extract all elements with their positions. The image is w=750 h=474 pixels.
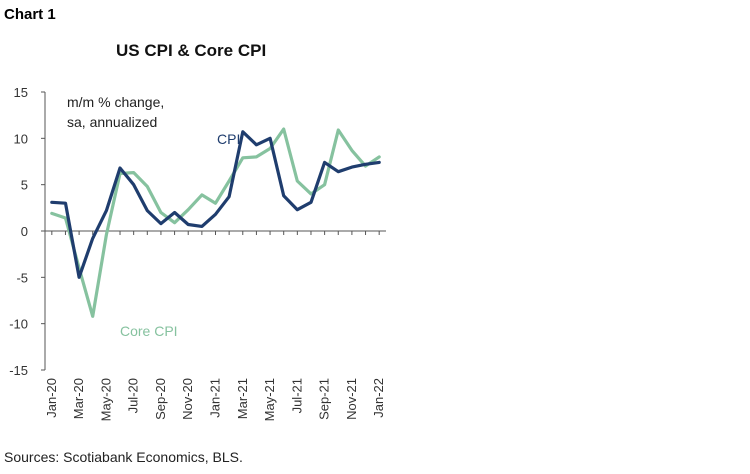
x-axis-ticks: Jan-20 Mar-20 May-20 Jul-20 Sep-20 Nov-20 Jan-… (44, 231, 386, 421)
y-tick-label: -10 (9, 317, 28, 332)
x-tick-label: Jan-21 (208, 378, 223, 418)
series-line-core-cpi (50, 127, 381, 318)
y-tick-label: 5 (21, 178, 28, 193)
units-annotation-line-1: m/m % change, (67, 94, 165, 110)
source-note: Sources: Scotiabank Economics, BLS. (4, 449, 243, 465)
y-axis-ticks: 15 10 5 0 -5 -10 -15 (9, 85, 45, 378)
series-label-core-cpi: Core CPI (120, 323, 178, 339)
series-line-cpi (50, 130, 381, 279)
units-annotation: m/m % change, sa, annualized (67, 92, 164, 132)
chart-title: US CPI & Core CPI (116, 41, 267, 60)
y-tick-label: 0 (21, 224, 28, 239)
series-label-cpi: CPI (217, 131, 240, 147)
x-tick-label: Mar-21 (235, 378, 250, 419)
x-tick-label: May-21 (262, 378, 277, 421)
x-tick-label: May-20 (98, 378, 113, 421)
x-tick-label: Nov-21 (344, 378, 359, 420)
chart-number-label: Chart 1 (4, 6, 56, 23)
x-tick-label: Jul-20 (126, 378, 141, 413)
y-tick-label: 10 (14, 131, 28, 146)
y-tick-label: -5 (16, 270, 28, 285)
x-tick-label: Jan-20 (44, 378, 59, 418)
y-tick-label: 15 (14, 85, 28, 100)
x-tick-label: Mar-20 (71, 378, 86, 419)
x-tick-label: Nov-20 (180, 378, 195, 420)
x-tick-label: Sep-20 (153, 378, 168, 420)
series-lines (50, 127, 381, 318)
x-tick-label: Jan-22 (371, 378, 386, 418)
units-annotation-line-2: sa, annualized (67, 114, 158, 130)
y-tick-label: -15 (9, 363, 28, 378)
x-tick-label: Jul-21 (289, 378, 304, 413)
x-tick-label: Sep-21 (317, 378, 332, 420)
